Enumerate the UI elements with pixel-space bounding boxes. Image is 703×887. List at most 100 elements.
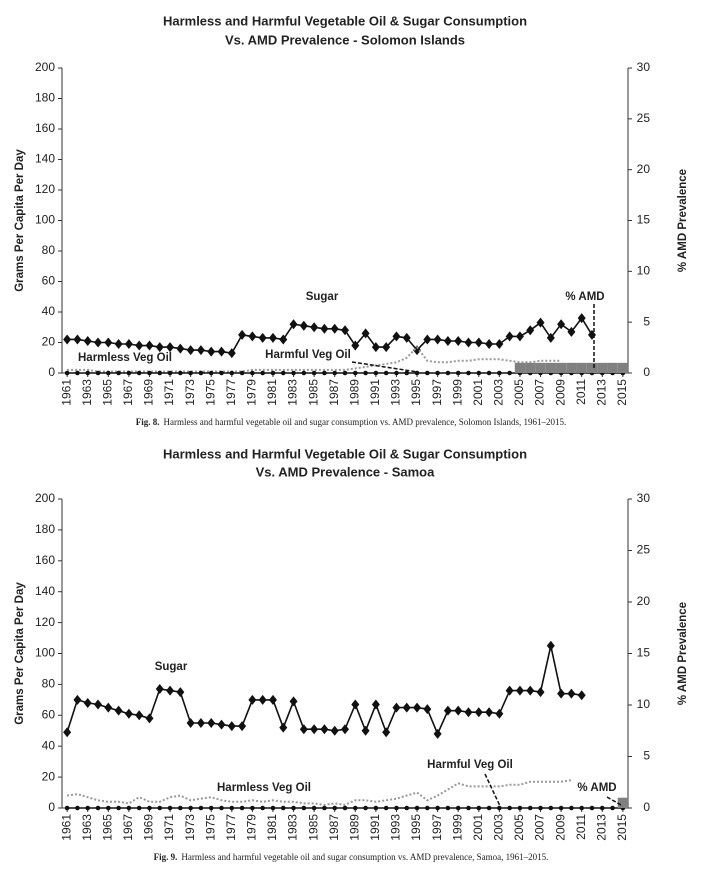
y2-tick-label: 0 <box>643 800 650 814</box>
x-tick-label: 2015 <box>615 379 629 406</box>
annotation: Harmful Veg Oil <box>427 759 513 771</box>
amd-bar <box>545 362 556 373</box>
sugar-marker <box>207 346 216 357</box>
oil-marker <box>311 805 317 811</box>
y-tick-label: 200 <box>35 60 55 74</box>
oil-marker <box>476 370 482 376</box>
caption-text: Harmless and harmful vegetable oil and s… <box>181 852 548 862</box>
sugar-marker <box>485 339 494 350</box>
oil-marker <box>167 370 173 376</box>
sugar-marker <box>227 348 236 359</box>
amd-bar <box>617 362 628 373</box>
oil-marker <box>95 370 101 376</box>
oil-marker <box>280 805 286 811</box>
x-tick-label: 1977 <box>224 814 238 841</box>
y-axis-title: Grams Per Capita Per Day <box>14 149 26 292</box>
oil-marker <box>425 370 430 376</box>
oil-marker <box>548 805 554 811</box>
chart-title: Harmless and Harmful Vegetable Oil & Sug… <box>163 13 527 28</box>
oil-marker <box>167 805 173 811</box>
y-tick-label: 120 <box>35 182 55 196</box>
caption-text: Harmless and harmful vegetable oil and s… <box>164 417 567 427</box>
y2-tick-label: 10 <box>637 264 651 278</box>
x-tick-label: 1995 <box>409 814 423 841</box>
sugar-marker <box>557 688 566 699</box>
sugar-marker <box>361 725 370 736</box>
sugar-marker <box>371 342 380 353</box>
sugar-marker <box>505 331 514 342</box>
sugar-marker <box>474 707 483 718</box>
sugar-marker <box>320 724 329 735</box>
sugar-marker <box>186 718 195 729</box>
y-tick-label: 0 <box>48 800 55 814</box>
oil-marker <box>301 370 307 376</box>
oil-marker <box>250 370 255 376</box>
oil-marker <box>270 805 276 811</box>
y-tick-label: 60 <box>42 707 56 721</box>
oil-marker <box>445 370 451 376</box>
sugar-marker <box>83 335 92 346</box>
amd-bar <box>525 362 536 373</box>
oil-marker <box>136 370 142 376</box>
oil-marker <box>599 805 605 811</box>
amd-bar <box>555 362 567 373</box>
oil-marker <box>126 370 132 376</box>
sugar-marker <box>196 345 205 356</box>
x-tick-label: 1993 <box>389 379 403 406</box>
oil-marker <box>404 805 410 811</box>
oil-marker <box>208 805 214 811</box>
y-tick-label: 40 <box>42 738 56 752</box>
x-tick-label: 1991 <box>368 814 382 841</box>
series-line <box>66 645 582 736</box>
x-tick-label: 2007 <box>533 379 547 406</box>
chart: Harmless and Harmful Vegetable Oil & Sug… <box>14 446 689 862</box>
sugar-marker <box>155 342 164 353</box>
sugar-marker <box>268 694 277 705</box>
sugar-marker <box>289 319 298 330</box>
sugar-marker <box>495 339 504 350</box>
sugar-marker <box>94 337 103 348</box>
x-tick-label: 1997 <box>430 814 444 841</box>
oil-marker <box>311 370 317 376</box>
x-tick-label: 1967 <box>121 814 135 841</box>
sugar-marker <box>577 313 586 324</box>
sugar-marker <box>114 705 123 716</box>
amd-bar <box>514 362 526 373</box>
oil-marker <box>147 805 152 811</box>
y-tick-label: 20 <box>42 335 56 349</box>
sugar-marker <box>238 329 247 340</box>
y2-tick-label: 5 <box>643 314 650 328</box>
oil-marker <box>116 805 121 811</box>
y-tick-label: 140 <box>35 152 55 166</box>
caption: Fig. 9. Harmless and harmful vegetable oi… <box>154 852 549 862</box>
oil-marker <box>219 370 224 376</box>
amd-bar <box>617 797 628 808</box>
x-tick-label: 2013 <box>594 379 608 406</box>
sugar-marker <box>310 724 319 735</box>
sugar-marker <box>83 697 92 708</box>
x-tick-label: 1973 <box>183 379 197 406</box>
sugar-marker <box>382 727 391 738</box>
amd-bar <box>586 362 598 373</box>
x-tick-label: 2011 <box>574 379 588 405</box>
y-tick-label: 0 <box>48 365 55 379</box>
x-tick-label: 1971 <box>162 379 176 406</box>
series-line <box>67 345 562 373</box>
sugar-marker <box>392 702 401 713</box>
oil-marker <box>198 805 204 811</box>
sugar-marker <box>526 685 535 696</box>
oil-marker <box>64 370 70 376</box>
oil-marker <box>527 805 533 811</box>
oil-marker <box>486 370 492 376</box>
amd-bar <box>597 362 608 373</box>
y-tick-label: 100 <box>35 213 55 227</box>
x-tick-label: 1969 <box>142 814 156 841</box>
y2-tick-label: 5 <box>643 749 650 763</box>
oil-marker <box>291 370 296 376</box>
oil-marker <box>517 805 523 811</box>
sugar-marker <box>371 699 380 710</box>
oil-marker <box>301 805 307 811</box>
x-tick-label: 1961 <box>59 379 73 406</box>
sugar-marker <box>217 719 226 730</box>
